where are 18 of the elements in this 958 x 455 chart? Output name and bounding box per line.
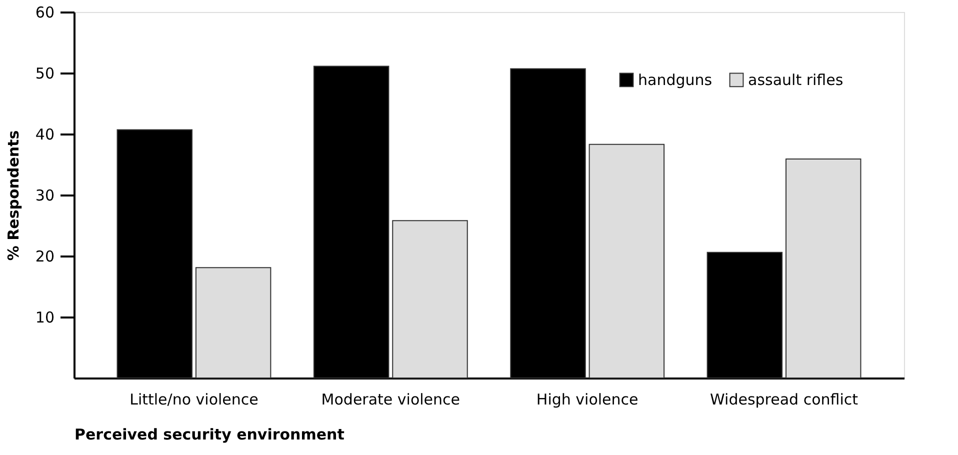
legend-label: assault rifles — [748, 70, 844, 89]
y-tick-label: 60 — [35, 4, 54, 22]
legend-label: handguns — [638, 70, 712, 89]
bar — [588, 144, 665, 378]
x-tick-label: Moderate violence — [321, 390, 460, 408]
bar — [785, 158, 862, 378]
bar — [195, 267, 272, 378]
x-tick-label: Little/no violence — [130, 390, 258, 408]
y-tick-label: 50 — [35, 64, 54, 82]
x-tick-label: Widespread conflict — [710, 390, 858, 408]
y-tick-label: 40 — [35, 126, 54, 144]
bar — [392, 220, 468, 378]
x-axis-title: Perceived security environment — [74, 426, 344, 444]
y-axis-title: % Respondents — [4, 130, 22, 261]
y-tick-label: 20 — [35, 248, 54, 266]
y-tick-label: 30 — [35, 186, 54, 204]
y-tick-label: 10 — [35, 308, 54, 326]
x-tick-label: High violence — [536, 390, 638, 408]
